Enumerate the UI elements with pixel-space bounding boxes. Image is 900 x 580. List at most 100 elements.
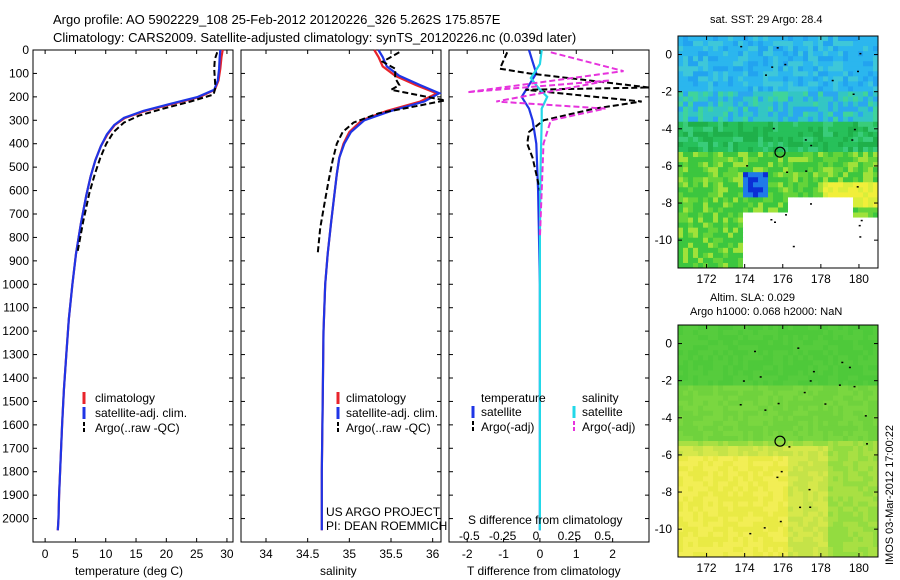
map-cell xyxy=(683,395,689,402)
map-cell xyxy=(758,96,764,102)
map-cell xyxy=(798,511,804,518)
map-cell xyxy=(828,481,834,487)
map-cell xyxy=(808,390,814,397)
map-cell xyxy=(688,471,694,477)
map-cell xyxy=(803,501,809,507)
map-cell xyxy=(703,511,709,518)
map-cell xyxy=(758,420,764,427)
map-cell xyxy=(703,451,709,457)
map-cell xyxy=(748,410,754,417)
map-cell xyxy=(763,335,769,341)
map-cell xyxy=(843,197,849,203)
map-cell xyxy=(738,187,744,193)
map-cell xyxy=(828,420,834,427)
map-cell xyxy=(713,182,719,188)
sst-map xyxy=(678,36,879,269)
map-cell xyxy=(803,345,809,351)
map-cell xyxy=(788,242,794,249)
diff-legend-tsat-label: satellite xyxy=(481,405,522,419)
map-cell xyxy=(743,380,749,386)
map-cell xyxy=(778,405,784,412)
map-y-tick-label: -2 xyxy=(661,374,672,388)
map-cell xyxy=(813,430,819,437)
map-cell xyxy=(813,325,819,331)
map-cell xyxy=(693,360,699,366)
map-cell xyxy=(793,247,799,254)
map-cell xyxy=(713,496,719,502)
map-cell xyxy=(793,76,799,82)
map-cell xyxy=(778,247,784,254)
map-cell xyxy=(693,182,699,188)
map-cell xyxy=(683,111,689,118)
map-cell xyxy=(693,131,699,138)
map-cell xyxy=(703,536,709,543)
map-cell xyxy=(713,466,719,472)
map-cell xyxy=(853,491,859,497)
map-cell xyxy=(828,425,834,432)
map-cell xyxy=(773,86,779,92)
map-cell xyxy=(873,177,879,183)
map-cell xyxy=(813,481,819,487)
map-cell xyxy=(798,197,804,203)
map-cell xyxy=(763,350,769,356)
map-cell xyxy=(788,350,794,356)
map-cell xyxy=(698,217,704,224)
map-cell xyxy=(713,136,719,143)
map-cell xyxy=(843,66,849,72)
map-cell xyxy=(838,360,844,366)
map-cell xyxy=(723,157,729,163)
map-cell xyxy=(798,526,804,533)
map-cell xyxy=(848,501,854,507)
map-cell xyxy=(818,71,824,77)
map-cell xyxy=(748,51,754,57)
map-cell xyxy=(843,425,849,432)
s-tick-label: -0.5 xyxy=(459,529,480,543)
map-cell xyxy=(678,222,684,229)
map-cell xyxy=(698,461,704,467)
map-cell xyxy=(728,385,734,391)
map-cell xyxy=(703,56,709,62)
map-cell xyxy=(848,247,854,254)
map-cell xyxy=(723,385,729,391)
map-cell xyxy=(808,491,814,497)
map-cell xyxy=(813,511,819,518)
map-cell xyxy=(718,71,724,77)
map-cell xyxy=(743,76,749,82)
map-cell xyxy=(783,46,789,52)
map-cell xyxy=(778,202,784,208)
map-cell xyxy=(823,420,829,427)
map-cell xyxy=(733,242,739,249)
map-cell xyxy=(693,395,699,402)
map-cell xyxy=(738,76,744,82)
map-cell xyxy=(783,91,789,97)
map-cell xyxy=(828,247,834,254)
map-cell xyxy=(748,116,754,123)
map-cell xyxy=(833,257,839,264)
map-cell xyxy=(678,536,684,543)
map-cell xyxy=(788,420,794,427)
map-cell xyxy=(813,146,819,153)
map-cell xyxy=(713,61,719,67)
map-cell xyxy=(813,96,819,102)
map-cell xyxy=(703,446,709,452)
map-cell xyxy=(848,405,854,412)
map-cell xyxy=(778,232,784,239)
island-dot xyxy=(809,380,812,382)
island-dot xyxy=(859,236,862,238)
map-cell xyxy=(753,56,759,62)
map-cell xyxy=(753,252,759,259)
map-cell xyxy=(803,536,809,543)
map-cell xyxy=(853,531,859,538)
map-cell xyxy=(688,345,694,351)
map-cell xyxy=(848,420,854,427)
map-cell xyxy=(738,262,744,269)
map-cell xyxy=(683,451,689,457)
map-cell xyxy=(738,355,744,361)
map-cell xyxy=(713,400,719,407)
map-cell xyxy=(863,192,869,198)
map-cell xyxy=(713,242,719,249)
map-cell xyxy=(678,262,684,269)
map-cell xyxy=(803,400,809,407)
difference-legend: temperature salinity satellite Argo(-adj… xyxy=(471,391,635,434)
map-cell xyxy=(768,501,774,507)
